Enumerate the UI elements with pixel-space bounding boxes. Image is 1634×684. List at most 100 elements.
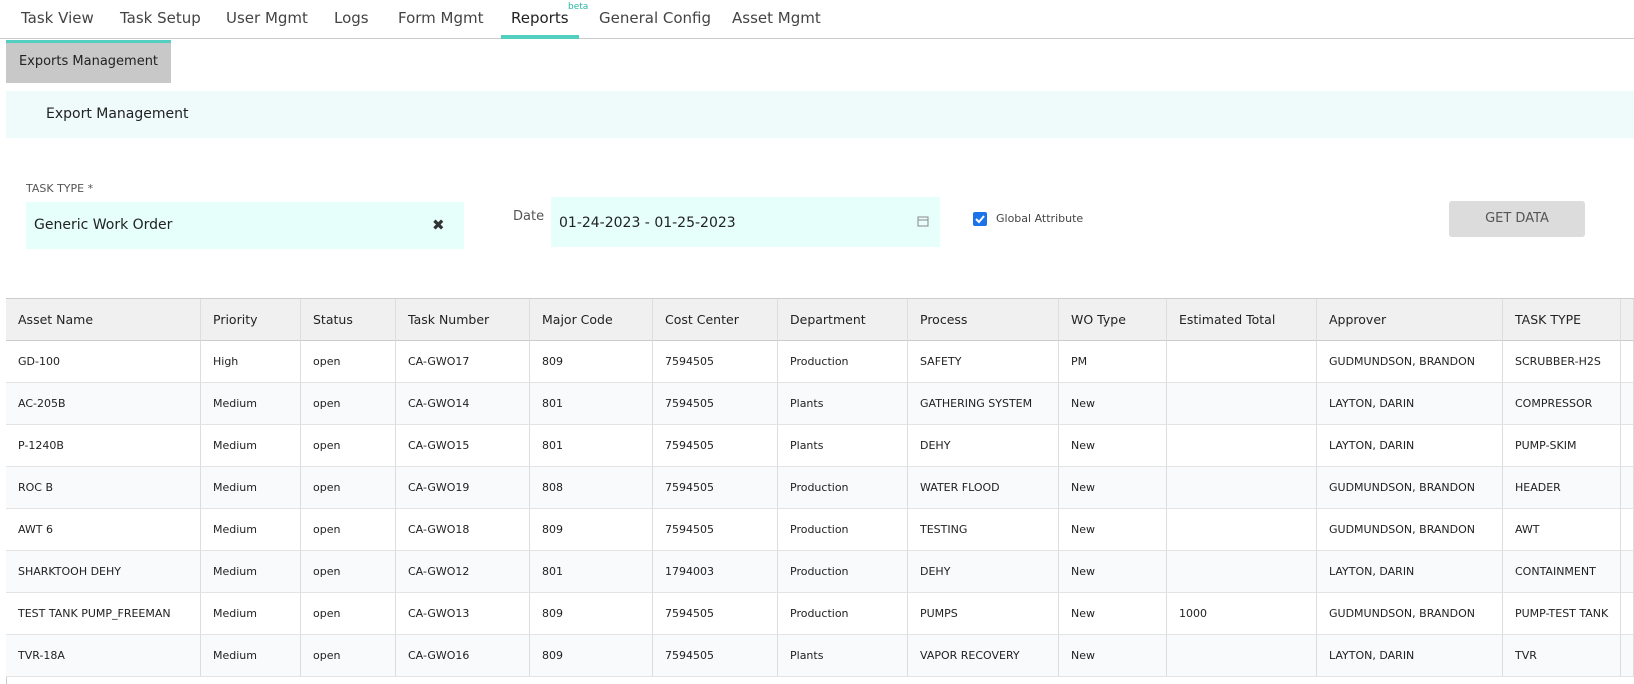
table-cell [1167,635,1317,677]
table-cell [1167,509,1317,551]
table-cell: SCRUBBER-H2S [1503,341,1621,383]
section-band [6,91,1634,138]
table-cell [1167,467,1317,509]
table-cell [1167,341,1317,383]
nav-tab[interactable]: Task View [21,9,94,27]
table-cell: SHARKTOOH DEHY [6,551,201,593]
table-cell: 7594505 [653,593,778,635]
table-cell: New [1059,551,1167,593]
column-header[interactable]: Department [778,299,908,341]
section-title: Export Management [46,106,189,122]
active-underline [501,35,579,39]
table-cell: CA-GWO15 [396,425,530,467]
table-cell: P-1240B [6,425,201,467]
table-cell: LAYTON, DARIN [1317,635,1503,677]
table-cell: GUDMUNDSON, BRANDON [1317,467,1503,509]
table-cell: open [301,509,396,551]
table-cell: New [1059,425,1167,467]
table-cell: WATER FLOOD [908,467,1059,509]
nav-tab[interactable]: Form Mgmt [398,9,484,27]
table-cell: open [301,341,396,383]
table-cell: CA-GWO12 [396,551,530,593]
nav-tab[interactable]: General Config [599,9,712,27]
table-cell: LAYTON, DARIN [1317,383,1503,425]
table-cell: COMPRESSOR [1503,383,1621,425]
table-cell: New [1059,593,1167,635]
nav-tab[interactable]: Reports [511,9,569,27]
column-header[interactable]: TASK TYPE [1503,299,1621,341]
table-cell: 809 [530,509,653,551]
table-cell: 7594505 [653,383,778,425]
subtab[interactable]: Exports Management [6,40,171,83]
table-cell: open [301,467,396,509]
table-cell: New [1059,509,1167,551]
table-cell: 801 [530,551,653,593]
table-cell: Medium [201,467,301,509]
table-cell: SAFETY [908,341,1059,383]
column-header[interactable]: WO Type [1059,299,1167,341]
header-filler [1621,299,1634,341]
table-cell: CA-GWO18 [396,509,530,551]
table-cell: PUMP-TEST TANK [1503,593,1621,635]
column-header[interactable]: Major Code [530,299,653,341]
beta-badge: beta [568,2,589,12]
calendar-icon[interactable] [917,215,929,227]
table-cell: HEADER [1503,467,1621,509]
table-cell: Medium [201,593,301,635]
nav-tab[interactable]: Asset Mgmt [732,9,821,27]
date-label: Date [513,209,545,224]
task-type-value: Generic Work Order [34,217,173,233]
table-cell: CA-GWO16 [396,635,530,677]
table-cell: open [301,383,396,425]
table-cell: CA-GWO14 [396,383,530,425]
table-cell: DEHY [908,425,1059,467]
column-header[interactable]: Task Number [396,299,530,341]
table-cell: AWT [1503,509,1621,551]
row-filler [1621,593,1634,635]
date-input[interactable] [551,197,940,247]
checkbox[interactable] [973,212,987,226]
table-cell: ROC B [6,467,201,509]
table-cell: Plants [778,383,908,425]
table-cell: Production [778,593,908,635]
task-type-select[interactable] [26,202,464,249]
column-header[interactable]: Priority [201,299,301,341]
task-type-label: TASK TYPE * [26,182,94,195]
nav-tab[interactable]: Task Setup [120,9,201,27]
row-filler [1621,635,1634,677]
table-cell: open [301,635,396,677]
nav-tab[interactable]: Logs [334,9,369,27]
column-header[interactable]: Asset Name [6,299,201,341]
table-cell: 7594505 [653,509,778,551]
table-cell: Medium [201,383,301,425]
column-header[interactable]: Approver [1317,299,1503,341]
table-cell: New [1059,635,1167,677]
column-header[interactable]: Status [301,299,396,341]
table-cell: CONTAINMENT [1503,551,1621,593]
table-cell: 7594505 [653,425,778,467]
row-filler [1621,341,1634,383]
table-cell: TVR-18A [6,635,201,677]
table-cell: 801 [530,425,653,467]
table-cell: TVR [1503,635,1621,677]
column-header[interactable]: Process [908,299,1059,341]
table-cell: LAYTON, DARIN [1317,551,1503,593]
table-cell: 808 [530,467,653,509]
table-cell: Production [778,551,908,593]
column-header[interactable]: Cost Center [653,299,778,341]
column-header[interactable]: Estimated Total [1167,299,1317,341]
nav-bar [0,38,1634,39]
table-cell: 7594505 [653,341,778,383]
table-cell: TEST TANK PUMP_FREEMAN [6,593,201,635]
table-cell [1167,551,1317,593]
nav-tab[interactable]: User Mgmt [226,9,308,27]
get-data-button[interactable]: GET DATA [1449,201,1585,237]
table-cell: GUDMUNDSON, BRANDON [1317,509,1503,551]
table-cell: GD-100 [6,341,201,383]
checkbox-label: Global Attribute [996,212,1084,225]
table-cell: open [301,593,396,635]
table-cell: AWT 6 [6,509,201,551]
clear-icon[interactable]: ✖ [432,216,445,234]
table-cell: Medium [201,635,301,677]
